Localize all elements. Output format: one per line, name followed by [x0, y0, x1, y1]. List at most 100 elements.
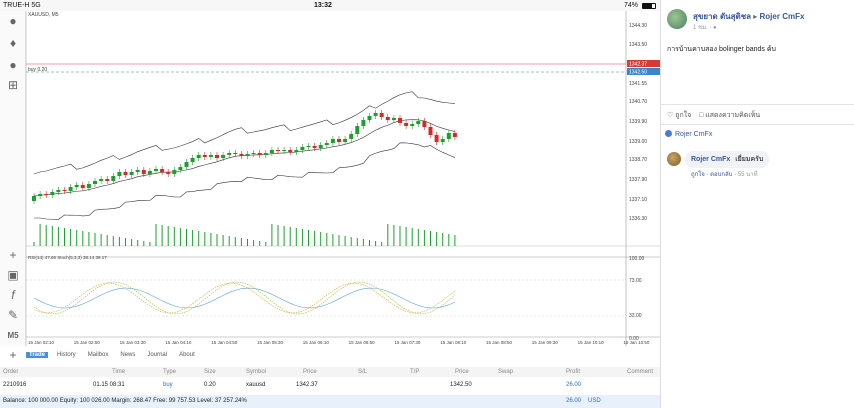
volume-bar [411, 228, 413, 246]
author-link[interactable]: สุขยาด ตันสุติชล [693, 12, 752, 21]
col-profit[interactable]: Profit [566, 369, 581, 375]
candle-body [410, 124, 415, 126]
volume-bar [259, 241, 261, 246]
col-symbol[interactable]: Symbol [246, 369, 267, 375]
volume-bar [436, 232, 438, 246]
candle-body [93, 181, 97, 184]
price-tick-label: 1341.55 [629, 81, 647, 87]
volume-bar [112, 236, 114, 246]
candle-body [117, 172, 122, 176]
add-chart-icon[interactable]: ⊞ [7, 78, 19, 92]
candle-body [422, 121, 427, 127]
candle-body [135, 170, 140, 172]
add-user-icon[interactable]: ♦ [9, 36, 17, 50]
volume-bar [338, 235, 340, 246]
tab-mailbox[interactable]: Mailbox [87, 352, 109, 358]
buy-order-label: buy 0.20 [28, 67, 47, 73]
col-tp[interactable]: T/P [410, 369, 420, 375]
volume-bar [64, 228, 65, 246]
like-icon[interactable]: ♡ [667, 112, 674, 119]
price-tick-label: 1339.90 [629, 119, 647, 125]
time-tick-label: 15 Jan 04:10 [165, 340, 192, 345]
candle-body [178, 167, 183, 170]
col-type[interactable]: Type [163, 369, 177, 375]
col-price[interactable]: Price [303, 369, 317, 375]
volume-bar [320, 232, 322, 246]
candle-body [361, 120, 366, 126]
candle-body [385, 117, 390, 120]
tab-trade[interactable]: Trade [26, 352, 49, 358]
col-time[interactable]: Time [112, 369, 126, 375]
volume-bar [405, 227, 407, 246]
col-size[interactable]: Size [204, 369, 216, 375]
post-text: การบ้านคาบสอง bolinger bands ค้บ [667, 46, 776, 53]
time-tick-label: 15 Jan 09:30 [532, 340, 559, 345]
candle-body [367, 116, 372, 120]
col-sl[interactable]: S/L [358, 369, 368, 375]
crosshair-icon[interactable]: + [9, 348, 17, 362]
price-tick-label: 1337.10 [629, 197, 647, 203]
comment-author[interactable]: Rojer CmFx [691, 156, 731, 163]
volume-bar [417, 229, 419, 246]
post-header: สุขยาด ตันสุติชล ▸ Rojer CmFx [693, 10, 804, 23]
volume-bar [51, 226, 53, 246]
comment-icon[interactable]: □ [699, 112, 704, 119]
tab-news[interactable]: News [120, 352, 136, 358]
volume-bar [70, 229, 72, 246]
page-link[interactable]: Rojer CmFx [759, 12, 805, 21]
table-row[interactable]: 2210916 01.15 08:31 buy 0.20 xauusd 1342… [0, 380, 660, 390]
candle-body [221, 155, 226, 158]
time-tick-label: 15 Jan 02:10 [28, 340, 55, 345]
tab-journal[interactable]: Journal [147, 352, 168, 358]
oscillator-lines [33, 281, 456, 315]
price-cell: 1342.37 [296, 382, 318, 388]
volume-bar [277, 225, 279, 246]
col-comment[interactable]: Comment [627, 369, 654, 375]
col-order[interactable]: Order [3, 369, 19, 375]
volume-bar [210, 233, 212, 246]
candle-body [318, 145, 323, 148]
volume-bar [356, 238, 358, 246]
volume-bar [125, 238, 126, 246]
candle-body [74, 185, 79, 187]
volume-bar [155, 224, 157, 246]
candle-body [147, 171, 152, 174]
candle-body [446, 133, 451, 139]
chat-icon[interactable]: ● [9, 58, 17, 72]
draw-icon[interactable]: ✎ [7, 308, 19, 322]
volume-bar [295, 228, 297, 246]
type-cell: buy [163, 382, 173, 388]
globe-icon: ● [713, 25, 717, 31]
facebook-post-panel: สุขยาด ตันสุติชล ▸ Rojer CmFx 1 ชม. · ● … [660, 0, 854, 408]
time-tick-label: 15 Jan 03:30 [120, 340, 147, 345]
crosshair-icon[interactable]: + [9, 248, 17, 262]
function-icon[interactable]: f [11, 288, 15, 302]
reaction-summary[interactable]: Rojer CmFx [665, 130, 712, 138]
avatar[interactable] [667, 9, 687, 29]
candle-body [160, 169, 165, 172]
col-swap[interactable]: Swap [498, 369, 514, 375]
price-chart[interactable]: XAUUSD, M5 buy 0.20 RSI(14) 47.66 Stoch(… [25, 11, 660, 346]
comment-button[interactable]: แสดงความคิดเห็น [705, 112, 761, 119]
tab-about[interactable]: About [179, 352, 195, 358]
like-button[interactable]: ถูกใจ [675, 112, 692, 119]
price-tick-label: 1337.90 [629, 177, 647, 183]
candle-body [257, 153, 262, 155]
comment-reply-button[interactable]: ตอบกลับ [710, 172, 733, 178]
volume-bar [94, 233, 96, 246]
candle-body [330, 139, 335, 143]
rsi-line [33, 287, 456, 309]
col-price-now[interactable]: Price [455, 369, 469, 375]
indicator-icon[interactable]: ▣ [7, 268, 19, 282]
price-tick-label: 1344.30 [629, 23, 647, 29]
volume-bar [423, 230, 425, 246]
volume-bar [100, 234, 102, 246]
comment-avatar[interactable] [667, 152, 681, 166]
candle-body [129, 172, 134, 175]
tab-history[interactable]: History [57, 352, 76, 358]
comment-like-button[interactable]: ถูกใจ [691, 172, 705, 178]
period-button[interactable]: M5 [7, 331, 19, 340]
ask-price-value: 1342.50 [629, 70, 647, 76]
user-icon[interactable]: ● [9, 14, 17, 28]
candle-body [62, 190, 67, 191]
